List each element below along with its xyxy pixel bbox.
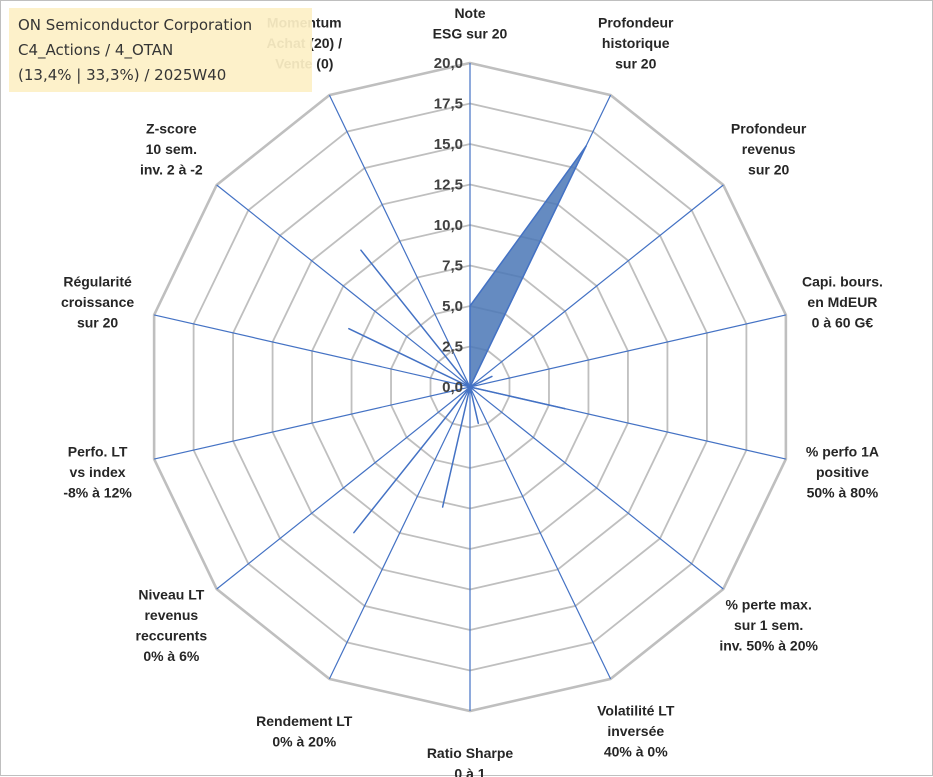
axis-spoke-9 bbox=[216, 386, 471, 590]
axis-label-3: Capi. bours. en MdEUR 0 à 60 G€ bbox=[802, 273, 883, 330]
axis-label-11: Régularité croissance sur 20 bbox=[61, 273, 134, 330]
tick-label-0: 0,0 bbox=[442, 379, 463, 396]
series-point-0 bbox=[469, 305, 471, 307]
axis-label-4-line-2: 50% à 80% bbox=[807, 485, 879, 501]
axis-label-3-line-2: 0 à 60 G€ bbox=[812, 314, 874, 330]
title-company: ON Semiconductor Corporation bbox=[18, 16, 253, 34]
axis-spoke-3 bbox=[469, 314, 787, 388]
axis-label-3-line-1: en MdEUR bbox=[807, 294, 877, 310]
axis-label-4-line-0: % perfo 1A bbox=[806, 444, 879, 460]
axis-spoke-10 bbox=[153, 386, 471, 460]
axis-label-0: Note ESG sur 20 bbox=[433, 5, 508, 42]
axis-spoke-2 bbox=[469, 184, 724, 388]
axis-label-6-line-1: inversée bbox=[607, 723, 664, 739]
series-point-13 bbox=[469, 386, 471, 388]
axis-label-11-line-2: sur 20 bbox=[77, 314, 118, 330]
tick-label-2: 5,0 bbox=[442, 298, 463, 315]
axis-label-3-line-0: Capi. bours. bbox=[802, 273, 883, 289]
title-portfolio: C4_Actions / 4_OTAN bbox=[18, 41, 174, 59]
axis-label-9-line-3: 0% à 6% bbox=[143, 648, 200, 664]
axis-label-10: Perfo. LT vs index -8% à 12% bbox=[63, 444, 132, 501]
axis-label-9-line-1: revenus bbox=[144, 607, 198, 623]
axis-spoke-12 bbox=[216, 184, 471, 388]
tick-label-8: 20,0 bbox=[434, 55, 463, 72]
axis-label-2-line-0: Profondeur bbox=[731, 120, 807, 136]
axis-label-11-line-1: croissance bbox=[61, 294, 134, 310]
radial-tick-labels: 0,0 2,5 5,0 7,5 10,0 12,5 15,0 17,5 20,0 bbox=[434, 55, 463, 396]
axis-label-12-line-2: inv. 2 à -2 bbox=[140, 161, 203, 177]
axis-label-7-line-1: 0 à 1 bbox=[454, 765, 485, 777]
tick-label-4: 10,0 bbox=[434, 217, 463, 234]
axis-label-0-line-1: ESG sur 20 bbox=[433, 25, 508, 41]
series-layer bbox=[348, 145, 587, 534]
axis-spoke-8 bbox=[328, 386, 471, 680]
axis-label-0-line-0: Note bbox=[454, 5, 485, 21]
series-point-1 bbox=[585, 145, 587, 147]
axis-label-7-line-0: Ratio Sharpe bbox=[427, 745, 514, 761]
axis-label-12-line-0: Z-score bbox=[146, 120, 197, 136]
tick-label-6: 15,0 bbox=[434, 136, 463, 153]
axis-label-12: Z-score 10 sem. inv. 2 à -2 bbox=[140, 120, 203, 177]
axis-label-4-line-1: positive bbox=[816, 464, 869, 480]
tick-label-1: 2,5 bbox=[442, 339, 463, 356]
axis-label-5-line-2: inv. 50% à 20% bbox=[719, 638, 818, 654]
axis-spoke-6 bbox=[469, 386, 612, 680]
axis-label-5-line-1: sur 1 sem. bbox=[734, 617, 803, 633]
tick-label-5: 12,5 bbox=[434, 177, 463, 194]
axis-label-10-line-0: Perfo. LT bbox=[68, 444, 128, 460]
axis-label-4: % perfo 1A positive 50% à 80% bbox=[806, 444, 879, 501]
axis-label-2-line-1: revenus bbox=[742, 141, 796, 157]
series-point-4 bbox=[563, 407, 566, 410]
axis-label-6-line-0: Volatilité LT bbox=[597, 703, 675, 719]
axis-label-10-line-1: vs index bbox=[70, 464, 126, 480]
tick-label-3: 7,5 bbox=[442, 258, 463, 275]
axis-label-9-line-2: reccurents bbox=[136, 627, 208, 643]
axis-label-6-line-2: 40% à 0% bbox=[604, 744, 668, 760]
series-area bbox=[348, 145, 587, 534]
axis-label-2-line-2: sur 20 bbox=[748, 161, 789, 177]
axis-label-10-line-2: -8% à 12% bbox=[63, 485, 132, 501]
axis-label-1-line-1: historique bbox=[602, 35, 670, 51]
axis-label-8-line-0: Rendement LT bbox=[256, 713, 353, 729]
axis-spokes bbox=[153, 63, 787, 711]
axis-label-7: Ratio Sharpe 0 à 1 bbox=[427, 745, 514, 777]
axis-label-1: Profondeur historique sur 20 bbox=[598, 14, 674, 71]
title-stats: (13,4% | 33,3%) / 2025W40 bbox=[18, 66, 227, 84]
axis-category-labels: Note ESG sur 20 Profondeur historique sur 20… bbox=[61, 5, 883, 777]
axis-label-9-line-0: Niveau LT bbox=[138, 586, 204, 602]
axis-spoke-5 bbox=[469, 386, 724, 590]
axis-label-9: Niveau LT revenus reccurents 0% à 6% bbox=[136, 586, 208, 664]
axis-label-8-line-1: 0% à 20% bbox=[272, 733, 336, 749]
axis-label-8: Rendement LT 0% à 20% bbox=[256, 713, 353, 750]
axis-label-5: % perte max. sur 1 sem. inv. 50% à 20% bbox=[719, 597, 818, 654]
axis-label-11-line-0: Régularité bbox=[63, 273, 132, 289]
chart-title-box: ON Semiconductor Corporation C4_Actions … bbox=[9, 8, 312, 92]
axis-spoke-11 bbox=[153, 314, 471, 388]
axis-label-2: Profondeur revenus sur 20 bbox=[731, 120, 807, 177]
axis-label-6: Volatilité LT inversée 40% à 0% bbox=[597, 703, 675, 760]
axis-label-5-line-0: % perte max. bbox=[725, 597, 811, 613]
tick-label-7: 17,5 bbox=[434, 96, 463, 113]
axis-label-1-line-2: sur 20 bbox=[615, 55, 656, 71]
axis-label-12-line-1: 10 sem. bbox=[146, 141, 197, 157]
axis-spoke-13 bbox=[328, 94, 471, 388]
axis-label-1-line-0: Profondeur bbox=[598, 14, 674, 30]
